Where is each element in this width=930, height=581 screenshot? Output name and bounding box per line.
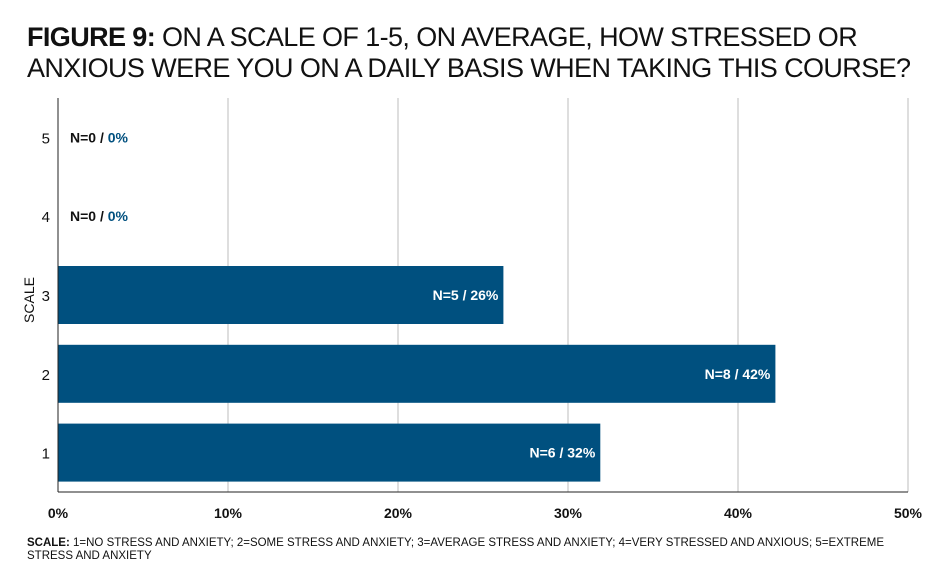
data-label-separator: / — [731, 366, 743, 382]
y-tick-label: 1 — [42, 446, 50, 463]
data-label: N=8 / 42% — [705, 366, 771, 382]
x-tick-label: 40% — [724, 505, 753, 521]
data-label-separator: / — [96, 208, 108, 224]
data-label: N=5 / 26% — [433, 287, 499, 303]
footnote-label: SCALE: — [27, 537, 70, 549]
y-tick-label: 2 — [42, 367, 50, 384]
data-label-count: N=8 — [705, 366, 731, 382]
bars — [58, 266, 776, 482]
data-label-percent: 0% — [108, 208, 129, 224]
data-label: N=0 / 0% — [70, 208, 129, 224]
x-tick-label: 0% — [48, 505, 69, 521]
data-label-count: N=6 — [530, 445, 556, 461]
y-tick-label: 3 — [42, 288, 50, 305]
data-label: N=0 / 0% — [70, 129, 129, 145]
data-label-percent: 32% — [567, 445, 596, 461]
x-tick-label: 20% — [384, 505, 413, 521]
data-label-count: N=5 — [433, 287, 459, 303]
data-label: N=6 / 32% — [530, 445, 596, 461]
title-figure-label: FIGURE 9: — [27, 22, 156, 52]
bar — [58, 266, 504, 324]
data-label-percent: 26% — [470, 287, 499, 303]
data-label-percent: 42% — [742, 366, 771, 382]
title-question: ON A SCALE OF 1-5, ON AVERAGE, HOW STRES… — [27, 22, 911, 83]
data-label-separator: / — [459, 287, 471, 303]
bar — [58, 344, 776, 403]
bar — [58, 423, 601, 482]
footnote-text: 1=NO STRESS AND ANXIETY; 2=SOME STRESS A… — [27, 537, 885, 562]
labels: 0% 10% 20% 30% 40% 50%5 N=0 / 0%4 N=0 / 0%3 N=5 … — [42, 129, 923, 521]
y-axis-title: SCALE — [21, 277, 37, 323]
scale-footnote: SCALE: 1=NO STRESS AND ANXIETY; 2=SOME S… — [27, 537, 907, 563]
x-tick-label: 50% — [894, 505, 923, 521]
chart-title: FIGURE 9: ON A SCALE OF 1-5, ON AVERAGE,… — [27, 22, 917, 84]
data-label-separator: / — [556, 445, 568, 461]
x-tick-label: 30% — [554, 505, 583, 521]
data-label-count: N=0 — [70, 129, 96, 145]
axes — [57, 98, 908, 493]
data-label-count: N=0 — [70, 208, 96, 224]
data-label-separator: / — [96, 129, 108, 145]
y-tick-label: 5 — [42, 130, 50, 147]
x-tick-label: 10% — [214, 505, 243, 521]
data-label-percent: 0% — [108, 129, 129, 145]
y-tick-label: 4 — [42, 209, 50, 226]
